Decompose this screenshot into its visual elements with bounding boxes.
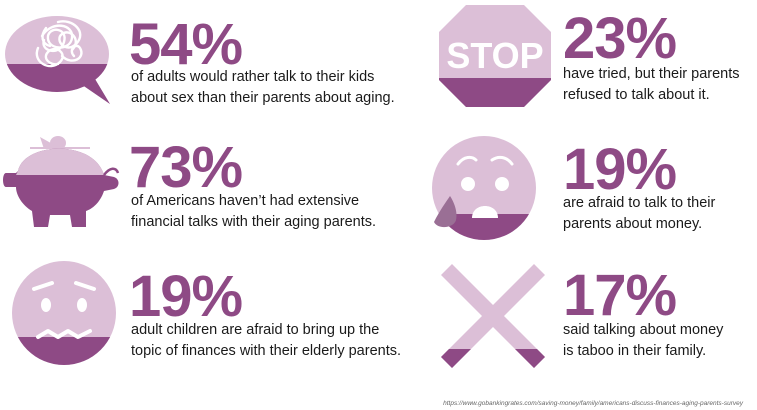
anxious-face-icon xyxy=(12,261,116,365)
stat-description: of Americans haven’t had extensive finan… xyxy=(131,191,376,233)
stop-sign-icon: STOP xyxy=(439,5,551,107)
x-mark-icon xyxy=(441,264,545,368)
stat-description: adult children are afraid to bring up th… xyxy=(131,320,401,362)
stat-description: said talking about money is taboo in the… xyxy=(563,320,723,362)
stat-description: of adults would rather talk to their kid… xyxy=(131,67,395,109)
stat-value: 54% xyxy=(129,12,243,77)
stat-description-line: of adults would rather talk to their kid… xyxy=(131,69,375,85)
stat-description-line: topic of finances with their elderly par… xyxy=(131,343,401,359)
stat-description: have tried, but their parents refused to… xyxy=(563,64,740,106)
stat-value: 17% xyxy=(563,263,677,328)
source-citation: https://www.gobankingrates.com/saving-mo… xyxy=(443,400,743,407)
stat-description-line: of Americans haven’t had extensive xyxy=(131,193,360,209)
stat-value: 19% xyxy=(129,264,243,329)
stat-description-line: refused to talk about it. xyxy=(563,87,710,103)
stat-description-line: parents about money. xyxy=(563,216,703,232)
stat-value: 19% xyxy=(563,137,677,202)
stop-sign-label: STOP xyxy=(446,35,543,76)
stat-description-line: said talking about money xyxy=(563,322,724,338)
stat-description-line: financial talks with their aging parents… xyxy=(131,214,377,230)
stat-description-line: is taboo in their family. xyxy=(563,343,707,359)
tangled-speech-bubble-icon xyxy=(5,16,110,104)
stat-value: 73% xyxy=(129,135,243,200)
stat-description: are afraid to talk to their parents abou… xyxy=(563,193,715,235)
stat-description-line: are afraid to talk to their xyxy=(563,195,716,211)
worried-face-icon xyxy=(432,136,536,240)
stat-description-line: about sex than their parents about aging… xyxy=(131,90,395,106)
stat-description-line: adult children are afraid to bring up th… xyxy=(131,322,380,338)
piggy-bank-icon xyxy=(3,136,120,227)
stat-description-line: have tried, but their parents xyxy=(563,66,740,82)
stat-value: 23% xyxy=(563,6,677,71)
